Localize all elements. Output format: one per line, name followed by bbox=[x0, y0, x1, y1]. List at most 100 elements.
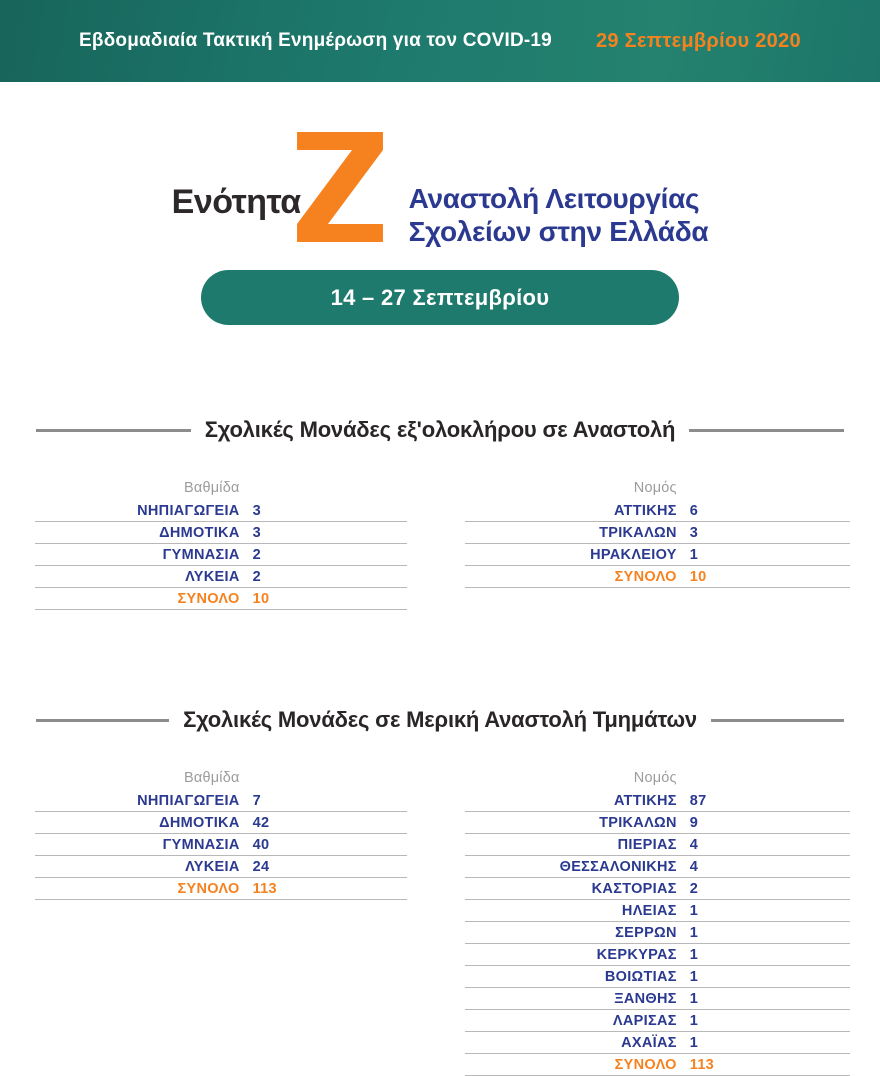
section-full-suspension: Σχολικές Μονάδες εξ'ολοκλήρου σε Αναστολ… bbox=[0, 417, 880, 610]
table-row: ΗΛΕΙΑΣ 1 bbox=[465, 900, 850, 922]
section-title-row: Σχολικές Μονάδες εξ'ολοκλήρου σε Αναστολ… bbox=[36, 417, 845, 443]
section-letter-z-icon bbox=[296, 132, 383, 242]
section-title: Σχολικές Μονάδες σε Μερική Αναστολή Τμημ… bbox=[183, 707, 697, 732]
row-label: ΗΡΑΚΛΕΙΟΥ bbox=[590, 546, 677, 563]
table-row: ΗΡΑΚΛΕΙΟΥ 1 bbox=[465, 544, 850, 566]
row-value: 10 bbox=[252, 590, 270, 607]
table-row: ΑΤΤΙΚΗΣ 87 bbox=[465, 790, 850, 812]
table-by-level: Βαθμίδα ΝΗΠΙΑΓΩΓΕΙΑ 7 ΔΗΜΟΤΙΚΑ 42 ΓΥΜΝΑΣΙΑ 40… bbox=[35, 769, 407, 900]
row-label: ΛΥΚΕΙΑ bbox=[185, 568, 240, 585]
row-value: 2 bbox=[689, 880, 699, 897]
update-date: 29 Σεπτεμβρίου 2020 bbox=[595, 29, 801, 52]
table-row: ΛΥΚΕΙΑ 2 bbox=[35, 566, 407, 588]
column-header: Νομός bbox=[633, 770, 677, 786]
row-value: 1 bbox=[689, 924, 699, 941]
table-row: ΛΥΚΕΙΑ 24 bbox=[35, 856, 407, 878]
period-badge: 14 – 27 Σεπτεμβρίου bbox=[201, 270, 679, 325]
hero-title-line1: Αναστολή Λειτουργίας bbox=[408, 183, 700, 214]
row-value: 1 bbox=[689, 546, 699, 563]
row-value: 3 bbox=[252, 502, 261, 519]
title-rule-left bbox=[36, 718, 170, 722]
table-row: ΚΕΡΚΥΡΑΣ 1 bbox=[465, 944, 850, 966]
tables-row: Βαθμίδα ΝΗΠΙΑΓΩΓΕΙΑ 3 ΔΗΜΟΤΙΚΑ 3 ΓΥΜΝΑΣΙΑ 2 ΛΥ… bbox=[35, 479, 850, 610]
row-value: 2 bbox=[252, 568, 261, 585]
row-value: 7 bbox=[252, 792, 261, 809]
row-value: 1 bbox=[689, 1034, 699, 1051]
table-row: ΓΥΜΝΑΣΙΑ 2 bbox=[35, 544, 407, 566]
tables-row: Βαθμίδα ΝΗΠΙΑΓΩΓΕΙΑ 7 ΔΗΜΟΤΙΚΑ 42 ΓΥΜΝΑΣΙΑ 40… bbox=[35, 769, 850, 1076]
row-label: ΘΕΣΣΑΛΟΝΙΚΗΣ bbox=[559, 858, 677, 875]
row-label: ΗΛΕΙΑΣ bbox=[621, 902, 677, 919]
table-row: ΤΡΙΚΑΛΩΝ 3 bbox=[465, 522, 850, 544]
table-body: ΝΗΠΙΑΓΩΓΕΙΑ 3 ΔΗΜΟΤΙΚΑ 3 ΓΥΜΝΑΣΙΑ 2 ΛΥΚΕΙΑ 2 ΣΥΝ… bbox=[35, 500, 407, 610]
hero-title: Αναστολή Λειτουργίας Σχολείων στην Ελλάδ… bbox=[409, 182, 709, 248]
table-body: ΑΤΤΙΚΗΣ 6 ΤΡΙΚΑΛΩΝ 3 ΗΡΑΚΛΕΙΟΥ 1 ΣΥΝΟΛΟ 10 bbox=[465, 500, 850, 588]
row-value: 3 bbox=[689, 524, 699, 541]
row-value: 9 bbox=[689, 814, 699, 831]
row-value: 3 bbox=[252, 524, 261, 541]
row-value: 113 bbox=[252, 880, 277, 897]
period-badge-label: 14 – 27 Σεπτεμβρίου bbox=[330, 284, 550, 310]
row-value: 24 bbox=[252, 858, 270, 875]
row-value: 1 bbox=[689, 946, 699, 963]
row-label: ΓΥΜΝΑΣΙΑ bbox=[162, 836, 240, 853]
table-header-row: Νομός bbox=[465, 769, 850, 787]
table-total-row: ΣΥΝΟΛΟ 113 bbox=[35, 878, 407, 900]
table-row: ΝΗΠΙΑΓΩΓΕΙΑ 7 bbox=[35, 790, 407, 812]
row-label: ΤΡΙΚΑΛΩΝ bbox=[599, 814, 677, 831]
table-row: ΔΗΜΟΤΙΚΑ 42 bbox=[35, 812, 407, 834]
table-row: ΠΙΕΡΙΑΣ 4 bbox=[465, 834, 850, 856]
table-row: ΑΤΤΙΚΗΣ 6 bbox=[465, 500, 850, 522]
table-total-row: ΣΥΝΟΛΟ 113 bbox=[465, 1054, 850, 1076]
row-label: ΛΥΚΕΙΑ bbox=[185, 858, 240, 875]
table-header-row: Νομός bbox=[465, 479, 850, 497]
column-header: Βαθμίδα bbox=[184, 480, 240, 496]
row-label: ΒΟΙΩΤΙΑΣ bbox=[604, 968, 677, 985]
table-by-prefecture: Νομός ΑΤΤΙΚΗΣ 6 ΤΡΙΚΑΛΩΝ 3 ΗΡΑΚΛΕΙΟΥ 1 ΣΥΝΟΛΟ 1… bbox=[465, 479, 850, 588]
row-value: 4 bbox=[689, 836, 699, 853]
table-row: ΞΑΝΘΗΣ 1 bbox=[465, 988, 850, 1010]
table-total-row: ΣΥΝΟΛΟ 10 bbox=[465, 566, 850, 588]
row-value: 4 bbox=[689, 858, 699, 875]
row-label: ΣΥΝΟΛΟ bbox=[614, 1056, 677, 1073]
row-label: ΣΥΝΟΛΟ bbox=[177, 590, 240, 607]
row-label: ΓΥΜΝΑΣΙΑ bbox=[162, 546, 240, 563]
row-label: ΑΤΤΙΚΗΣ bbox=[613, 502, 677, 519]
table-by-prefecture: Νομός ΑΤΤΙΚΗΣ 87 ΤΡΙΚΑΛΩΝ 9 ΠΙΕΡΙΑΣ 4 ΘΕΣΣΑΛΟΝ… bbox=[465, 769, 850, 1076]
hero: Ενότητα Αναστολή Λειτουργίας Σχολείων στ… bbox=[0, 132, 880, 247]
row-value: 1 bbox=[689, 1012, 699, 1029]
section-title: Σχολικές Μονάδες εξ'ολοκλήρου σε Αναστολ… bbox=[204, 417, 676, 442]
table-row: ΔΗΜΟΤΙΚΑ 3 bbox=[35, 522, 407, 544]
row-value: 40 bbox=[252, 836, 270, 853]
table-row: ΒΟΙΩΤΙΑΣ 1 bbox=[465, 966, 850, 988]
row-value: 10 bbox=[689, 568, 707, 585]
row-label: ΔΗΜΟΤΙΚΑ bbox=[159, 814, 240, 831]
section-title-row: Σχολικές Μονάδες σε Μερική Αναστολή Τμημ… bbox=[36, 707, 845, 733]
row-value: 87 bbox=[689, 792, 707, 809]
table-header-row: Βαθμίδα bbox=[35, 479, 407, 497]
row-value: 2 bbox=[252, 546, 261, 563]
table-row: ΛΑΡΙΣΑΣ 1 bbox=[465, 1010, 850, 1032]
table-row: ΚΑΣΤΟΡΙΑΣ 2 bbox=[465, 878, 850, 900]
row-label: ΝΗΠΙΑΓΩΓΕΙΑ bbox=[137, 502, 240, 519]
row-label: ΑΧΑΪΑΣ bbox=[621, 1034, 677, 1051]
table-header-row: Βαθμίδα bbox=[35, 769, 407, 787]
table-body: ΝΗΠΙΑΓΩΓΕΙΑ 7 ΔΗΜΟΤΙΚΑ 42 ΓΥΜΝΑΣΙΑ 40 ΛΥΚΕΙΑ 24… bbox=[35, 790, 407, 900]
table-row: ΝΗΠΙΑΓΩΓΕΙΑ 3 bbox=[35, 500, 407, 522]
row-label: ΛΑΡΙΣΑΣ bbox=[612, 1012, 677, 1029]
table-row: ΣΕΡΡΩΝ 1 bbox=[465, 922, 850, 944]
row-value: 6 bbox=[689, 502, 699, 519]
row-label: ΣΥΝΟΛΟ bbox=[177, 880, 240, 897]
row-label: ΑΤΤΙΚΗΣ bbox=[613, 792, 677, 809]
row-label: ΚΕΡΚΥΡΑΣ bbox=[596, 946, 677, 963]
header-bar: Εβδομαδιαία Τακτική Ενημέρωση για τον CO… bbox=[0, 0, 880, 82]
row-value: 1 bbox=[689, 902, 699, 919]
row-label: ΝΗΠΙΑΓΩΓΕΙΑ bbox=[137, 792, 240, 809]
row-label: ΞΑΝΘΗΣ bbox=[614, 990, 677, 1007]
hero-title-line2: Σχολείων στην Ελλάδα bbox=[408, 216, 709, 247]
table-row: ΑΧΑΪΑΣ 1 bbox=[465, 1032, 850, 1054]
title-rule-right bbox=[710, 718, 845, 722]
table-total-row: ΣΥΝΟΛΟ 10 bbox=[35, 588, 407, 610]
row-label: ΚΑΣΤΟΡΙΑΣ bbox=[591, 880, 677, 897]
row-label: ΔΗΜΟΤΙΚΑ bbox=[159, 524, 240, 541]
